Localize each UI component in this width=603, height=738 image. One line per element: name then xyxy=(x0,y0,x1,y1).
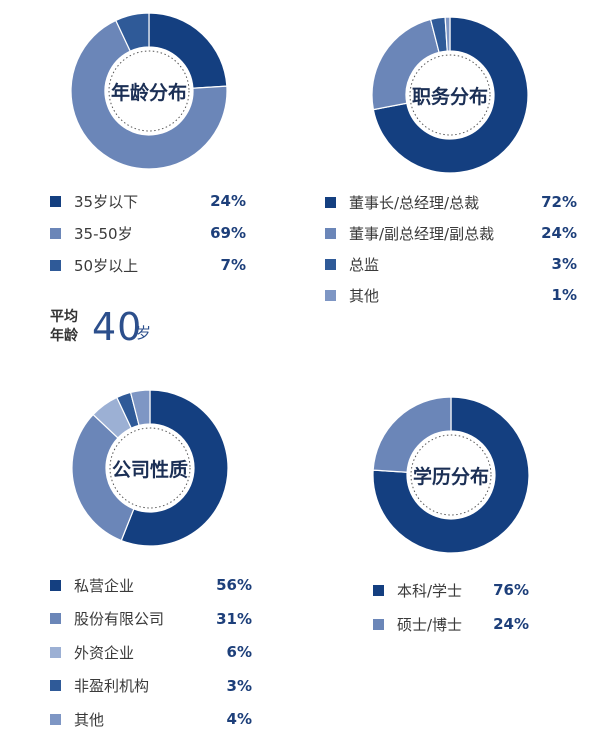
legend-swatch xyxy=(373,584,384,596)
legend-item: 其他 4% xyxy=(50,709,260,729)
legend-value: 69% xyxy=(210,224,246,242)
legend-item: 本科/学士 76% xyxy=(373,580,543,600)
donut-title: 公司性质 xyxy=(112,458,188,481)
legend-swatch xyxy=(50,227,61,239)
legend-swatch xyxy=(50,195,61,207)
donut-position-svg: 职务分布 xyxy=(371,16,529,174)
legend-label: 非盈利机构 xyxy=(74,677,150,695)
donut-dotted-ring xyxy=(108,50,190,132)
average-age-label: 平均 年龄 xyxy=(50,308,78,346)
legend-value: 24% xyxy=(541,224,577,242)
legend-swatch xyxy=(325,196,336,208)
legend-swatch xyxy=(50,680,61,691)
legend-item: 董事长/总经理/总裁 72% xyxy=(325,192,585,212)
legend-item: 35岁以下 24% xyxy=(50,191,260,211)
donut-title: 职务分布 xyxy=(412,85,488,108)
donut-age: 年龄分布 xyxy=(70,12,228,170)
legend-swatch xyxy=(325,227,336,239)
legend-item: 非盈利机构 3% xyxy=(50,676,260,696)
legend-swatch xyxy=(50,579,61,591)
legend-value: 56% xyxy=(216,576,252,594)
legend-label: 50岁以上 xyxy=(74,256,139,275)
legend-swatch xyxy=(325,258,336,270)
donut-title: 年龄分布 xyxy=(111,81,187,104)
legend-swatch xyxy=(50,713,61,725)
average-age-label-line1: 平均 xyxy=(50,309,78,325)
legend-item: 50岁以上 7% xyxy=(50,255,260,275)
legend-label: 外资企业 xyxy=(74,643,135,662)
legend-value: 6% xyxy=(226,643,252,661)
legend-label: 私营企业 xyxy=(74,576,135,595)
donut-company-svg: 公司性质 xyxy=(71,389,229,547)
donut-company: 公司性质 xyxy=(71,389,229,547)
legend-swatch xyxy=(50,646,61,658)
legend-label: 35岁以下 xyxy=(74,192,139,211)
donut-hole xyxy=(406,51,494,139)
donut-age-svg: 年龄分布 xyxy=(70,12,228,170)
legend-swatch xyxy=(325,289,336,301)
legend-swatch xyxy=(50,613,61,624)
legend-item: 外资企业 6% xyxy=(50,642,260,662)
legend-item: 股份有限公司 31% xyxy=(50,609,260,629)
legend-item: 硕士/博士 24% xyxy=(373,614,543,634)
donut-hole xyxy=(106,424,194,512)
average-age-label-line2: 年龄 xyxy=(50,328,78,344)
donut-education-svg: 学历分布 xyxy=(372,396,530,554)
legend-value: 3% xyxy=(226,676,252,695)
legend-label: 其他 xyxy=(74,710,105,729)
donut-education: 学历分布 xyxy=(372,396,530,554)
legend-value: 24% xyxy=(493,615,529,633)
average-age-unit: 岁 xyxy=(136,324,152,342)
legend-value: 7% xyxy=(220,256,246,274)
legend-label: 其他 xyxy=(349,286,380,305)
legend-label: 总监 xyxy=(349,255,380,274)
legend-label: 董事/副总经理/副总裁 xyxy=(349,224,495,243)
legend-swatch xyxy=(373,618,384,630)
legend-label: 股份有限公司 xyxy=(74,610,165,628)
donut-position: 职务分布 xyxy=(371,16,529,174)
legend-item: 董事/副总经理/副总裁 24% xyxy=(325,223,585,243)
donut-dotted-ring xyxy=(409,54,491,136)
donut-hole xyxy=(105,47,193,135)
legend-label: 本科/学士 xyxy=(397,581,463,600)
legend-value: 3% xyxy=(551,255,577,273)
donut-dotted-ring xyxy=(109,427,191,509)
donut-dotted-ring xyxy=(410,434,492,516)
legend-value: 1% xyxy=(551,286,577,304)
legend-value: 4% xyxy=(226,710,252,728)
average-age-value: 40 xyxy=(92,305,143,349)
legend-label: 35-50岁 xyxy=(74,224,133,243)
legend-value: 76% xyxy=(493,581,529,599)
legend-value: 24% xyxy=(210,192,246,210)
legend-value: 31% xyxy=(216,609,252,628)
legend-value: 72% xyxy=(541,193,577,211)
donut-title: 学历分布 xyxy=(413,465,489,488)
legend-item: 35-50岁 69% xyxy=(50,223,260,243)
legend-label: 硕士/博士 xyxy=(397,615,463,634)
legend-swatch xyxy=(50,259,61,271)
legend-item: 总监 3% xyxy=(325,254,585,274)
legend-item: 私营企业 56% xyxy=(50,575,260,595)
donut-hole xyxy=(407,431,495,519)
legend-item: 其他 1% xyxy=(325,285,585,305)
legend-label: 董事长/总经理/总裁 xyxy=(349,193,480,212)
